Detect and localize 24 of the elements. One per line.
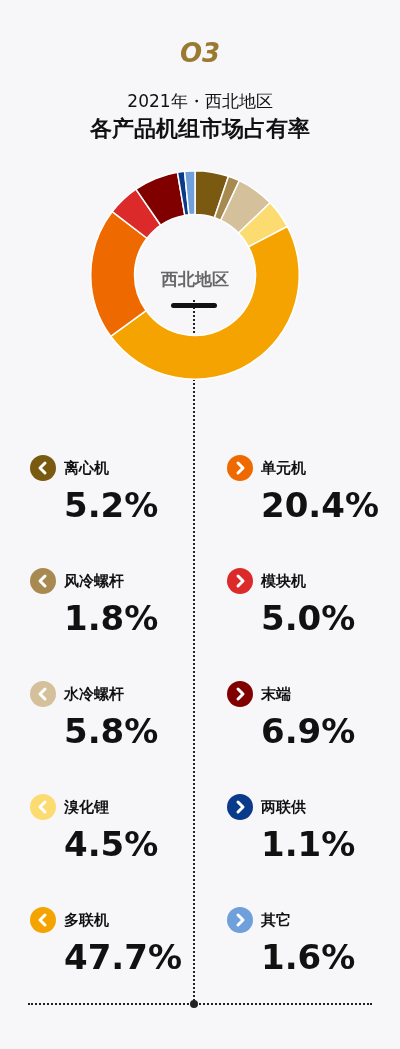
legend-label: 多联机 [64,910,109,930]
data-label: 47.7% [64,937,182,977]
legend-label: 风冷螺杆 [64,571,124,591]
chart-subtitle: 2021年・西北地区 [126,90,274,113]
data-label: 5.8% [64,711,159,751]
data-label: 5.2% [64,485,159,525]
legend-label: 水冷螺杆 [64,684,124,704]
data-label: 1.6% [261,937,356,977]
data-label: 6.9% [261,711,356,751]
legend-label: 其它 [261,910,291,930]
legend-label: 单元机 [261,458,306,478]
legend-label: 两联供 [261,797,306,817]
legend-label: 离心机 [64,458,109,478]
data-label: 5.0% [261,598,356,638]
data-label: 4.5% [64,824,159,864]
legend-label: 溴化锂 [64,797,109,817]
chart-title: 各产品机组市场占有率 [89,115,311,143]
text: 西北地区 [160,268,230,291]
data-label: 1.8% [64,598,159,638]
data-label: 20.4% [261,485,379,525]
legend-label: 模块机 [261,571,306,591]
text: O3 [178,38,222,68]
legend-label: 末端 [261,684,291,704]
data-label: 1.1% [261,824,356,864]
